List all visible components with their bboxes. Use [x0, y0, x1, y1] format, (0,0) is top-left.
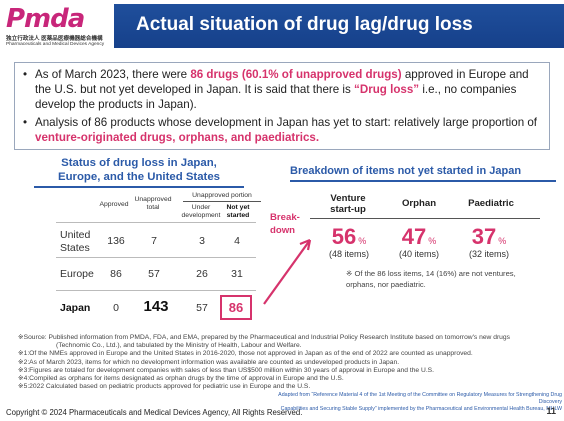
row-label-europe: Europe — [60, 268, 94, 280]
copyright-notice: Copyright © 2024 Pharmaceuticals and Med… — [6, 408, 303, 417]
footnote-1: ※1:Of the NMEs approved in Europe and th… — [18, 350, 473, 358]
cell-jp-unapproved-total: 143 — [143, 298, 169, 315]
table-divider — [56, 290, 256, 291]
col-header-not-yet-started: Not yet started — [226, 204, 250, 219]
left-table-title: Status of drug loss in Japan, Europe, an… — [34, 156, 244, 184]
paediatric-items: (32 items) — [468, 249, 509, 259]
col-header-under-development: Under development — [181, 204, 221, 219]
logo-wordmark: Pmda — [6, 4, 85, 34]
adapted-line1: Adapted from “Reference Material 4 of th… — [278, 392, 562, 405]
venture-items: (48 items) — [328, 249, 369, 259]
breakdown-label-line2: down — [270, 225, 296, 236]
bullet2-text: Analysis of 86 products whose developmen… — [35, 115, 538, 129]
left-title-line2: Europe, and the United States — [57, 171, 221, 183]
orphan-pct-sign: % — [428, 236, 437, 246]
highlight-box-not-yet-started — [220, 295, 252, 320]
bullet2-highlight: venture-originated drugs, orphans, and p… — [35, 130, 320, 144]
orphan-items: (40 items) — [398, 249, 439, 259]
summary-box: As of March 2023, there were 86 drugs (6… — [14, 62, 550, 150]
adapted-from-note: Adapted from “Reference Material 4 of th… — [266, 392, 562, 413]
bullet-point-1: As of March 2023, there were 86 drugs (6… — [23, 67, 541, 113]
right-header-divider — [310, 218, 540, 219]
slide-title: Actual situation of drug lag/drug loss — [136, 14, 473, 35]
footnote-2: ※2:As of March 2023, items for which no … — [18, 358, 400, 366]
pmda-logo: Pmda 独立行政法人 医薬品医療機器総合機構 Pharmaceuticals … — [4, 4, 108, 54]
table-divider — [56, 222, 256, 223]
paediatric-pct-sign: % — [498, 236, 507, 246]
left-title-line1: Status of drug loss in Japan, — [61, 157, 217, 169]
title-bar: Actual situation of drug lag/drug loss — [114, 4, 564, 48]
cell-eu-unapproved-total: 57 — [148, 268, 160, 280]
row-label-japan: Japan — [60, 302, 91, 314]
footnote-3: ※3:Figures are totaled for development c… — [18, 366, 434, 374]
col-header-approved: Approved — [99, 201, 129, 208]
logo-subtitle-japanese: 独立行政法人 医薬品医療機器総合機構 — [6, 36, 103, 42]
page-number: 11 — [546, 406, 556, 416]
cell-eu-not-yet-started: 31 — [231, 268, 243, 280]
breakdown-arrow-icon — [263, 238, 312, 305]
right-panel-note: ※ Of the 86 loss items, 14 (16%) are not… — [346, 269, 516, 289]
col-header-unapproved-total: Unapproved total — [134, 196, 172, 211]
orphan-percentage: 47% — [390, 224, 448, 250]
footnotes: ※Source: Published information from PMDA… — [18, 334, 558, 391]
bullet1-highlight-b: “Drug loss” — [354, 83, 420, 97]
col-header-paediatric: Paediatric — [468, 198, 514, 209]
bullet-point-2: Analysis of 86 products whose developmen… — [23, 115, 541, 145]
left-title-underline — [34, 186, 244, 188]
adapted-line2: Capabilities and Securing Stable Supply”… — [280, 406, 562, 412]
paediatric-percentage: 37% — [458, 224, 520, 250]
cell-us-under-development: 3 — [199, 235, 205, 247]
footnote-4: ※4:Compiled as orphans for items designa… — [18, 375, 344, 383]
breakdown-label: Break- down — [270, 211, 300, 237]
venture-pct-sign: % — [358, 236, 367, 246]
bullet1-text-a: As of March 2023, there were — [35, 68, 191, 81]
right-panel-title: Breakdown of items not yet started in Ja… — [290, 165, 522, 177]
cell-us-not-yet-started: 4 — [234, 235, 240, 247]
venture-pct-value: 56 — [331, 224, 357, 249]
cell-eu-under-development: 26 — [196, 268, 208, 280]
group-header-unapproved-portion: Unapproved portion — [192, 192, 252, 199]
right-title-underline — [290, 180, 556, 182]
cell-us-approved: 136 — [107, 235, 125, 247]
cell-jp-under-development: 57 — [196, 302, 208, 314]
breakdown-label-line1: Break- — [270, 212, 300, 223]
bullet1-text-c: i.e., no companies develop the products … — [35, 83, 517, 112]
unapproved-portion-underline — [183, 201, 261, 202]
bullet1-text-b: approved in Europe and the U.S. but not … — [35, 68, 529, 97]
col-header-venture: Venture start-up — [330, 193, 366, 215]
cell-us-unapproved-total: 7 — [151, 235, 157, 247]
orphan-pct-value: 47 — [401, 224, 427, 249]
cell-jp-approved: 0 — [113, 302, 119, 314]
paediatric-pct-value: 37 — [471, 224, 497, 249]
table-divider — [56, 257, 256, 258]
footnote-source-line2: (Technomic Co., Ltd.), and tabulated by … — [56, 342, 302, 350]
row-label-united-states: United States — [60, 229, 91, 254]
slide-header: Pmda 独立行政法人 医薬品医療機器総合機構 Pharmaceuticals … — [0, 0, 564, 56]
cell-eu-approved: 86 — [110, 268, 122, 280]
cell-jp-not-yet-started: 86 — [228, 300, 244, 315]
col-header-orphan: Orphan — [401, 198, 437, 209]
bullet1-highlight-a: 86 drugs (60.1% of unapproved drugs) — [190, 68, 402, 81]
footnote-source-line1: ※Source: Published information from PMDA… — [18, 334, 510, 341]
venture-percentage: 56% — [316, 224, 382, 250]
footnote-5: ※5:2022 Calculated based on pediatric pr… — [18, 383, 311, 391]
logo-subtitle-english: Pharmaceuticals and Medical Devices Agen… — [6, 42, 105, 47]
